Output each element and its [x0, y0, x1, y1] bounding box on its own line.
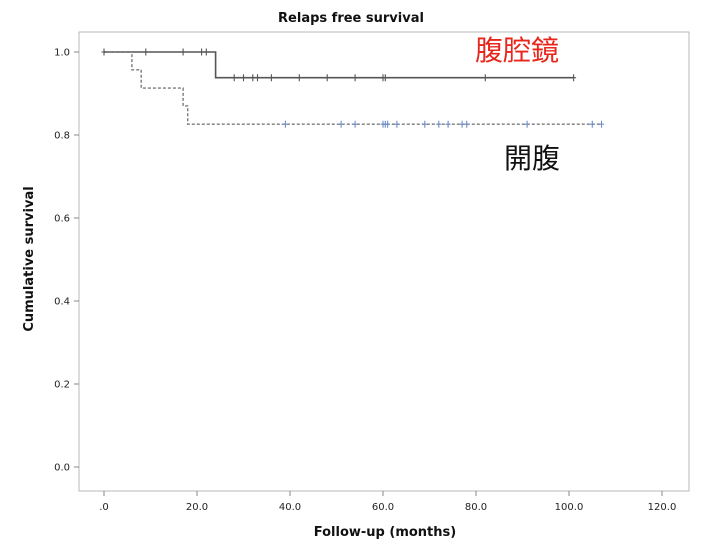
censor-mark — [180, 48, 186, 56]
censor-mark — [101, 48, 107, 56]
legend-label-laparoscopic: 腹腔鏡 — [475, 34, 559, 67]
censor-mark — [422, 120, 428, 128]
censor-mark — [464, 120, 470, 128]
censor-mark — [436, 120, 442, 128]
censor-mark — [255, 74, 260, 82]
x-tick-label: 60.0 — [372, 502, 394, 513]
x-axis-label: Follow-up (months) — [314, 525, 456, 540]
series-line-laparoscopic — [104, 51, 574, 79]
x-tick-label: 120.0 — [648, 502, 677, 513]
series-line-open — [104, 51, 602, 125]
censor-mark — [231, 74, 237, 82]
censor-mark — [241, 74, 246, 82]
x-tick-label: 100.0 — [555, 502, 584, 513]
censor-mark — [571, 74, 577, 82]
censor-mark — [382, 74, 388, 82]
axis-ticks: .0 20.0 40.0 60.0 80.0 100.0 120.0 0.0 0.2 0.4 0.6… — [54, 48, 676, 514]
censor-mark — [394, 120, 400, 128]
y-tick-label: 0.4 — [54, 297, 70, 308]
y-tick-label: 0.2 — [54, 380, 70, 391]
plot-frame — [78, 31, 690, 492]
y-tick-label: 0.8 — [54, 131, 70, 142]
x-tick-label: .0 — [99, 502, 109, 513]
censor-mark — [268, 74, 274, 82]
censor-mark — [352, 120, 358, 128]
censor-mark — [143, 48, 149, 56]
censor-mark — [324, 74, 330, 82]
censor-mark — [338, 120, 344, 128]
censor-mark — [296, 74, 302, 82]
censor-mark — [459, 120, 465, 128]
legend-label-open: 開腹 — [504, 142, 560, 175]
y-axis-label: Cumulative survival — [22, 186, 37, 331]
censor-mark — [524, 120, 530, 128]
x-tick-label: 20.0 — [186, 502, 208, 513]
y-tick-label: 0.6 — [54, 214, 70, 225]
censor-mark — [445, 120, 451, 128]
censor-mark — [589, 120, 595, 128]
censor-mark — [203, 48, 209, 56]
censor-mark — [282, 120, 288, 128]
chart-title: Relaps free survival — [278, 11, 424, 26]
x-tick-label: 40.0 — [279, 502, 301, 513]
x-tick-label: 80.0 — [465, 502, 487, 513]
series-lines — [104, 51, 602, 125]
censor-mark — [385, 120, 391, 128]
censor-mark — [199, 48, 205, 56]
censor-mark — [599, 120, 604, 128]
y-tick-label: 0.0 — [54, 463, 70, 474]
censor-marks — [101, 48, 604, 128]
censor-mark — [352, 74, 358, 82]
censor-mark — [250, 74, 256, 82]
y-tick-label: 1.0 — [54, 48, 70, 59]
censor-mark — [482, 74, 488, 82]
